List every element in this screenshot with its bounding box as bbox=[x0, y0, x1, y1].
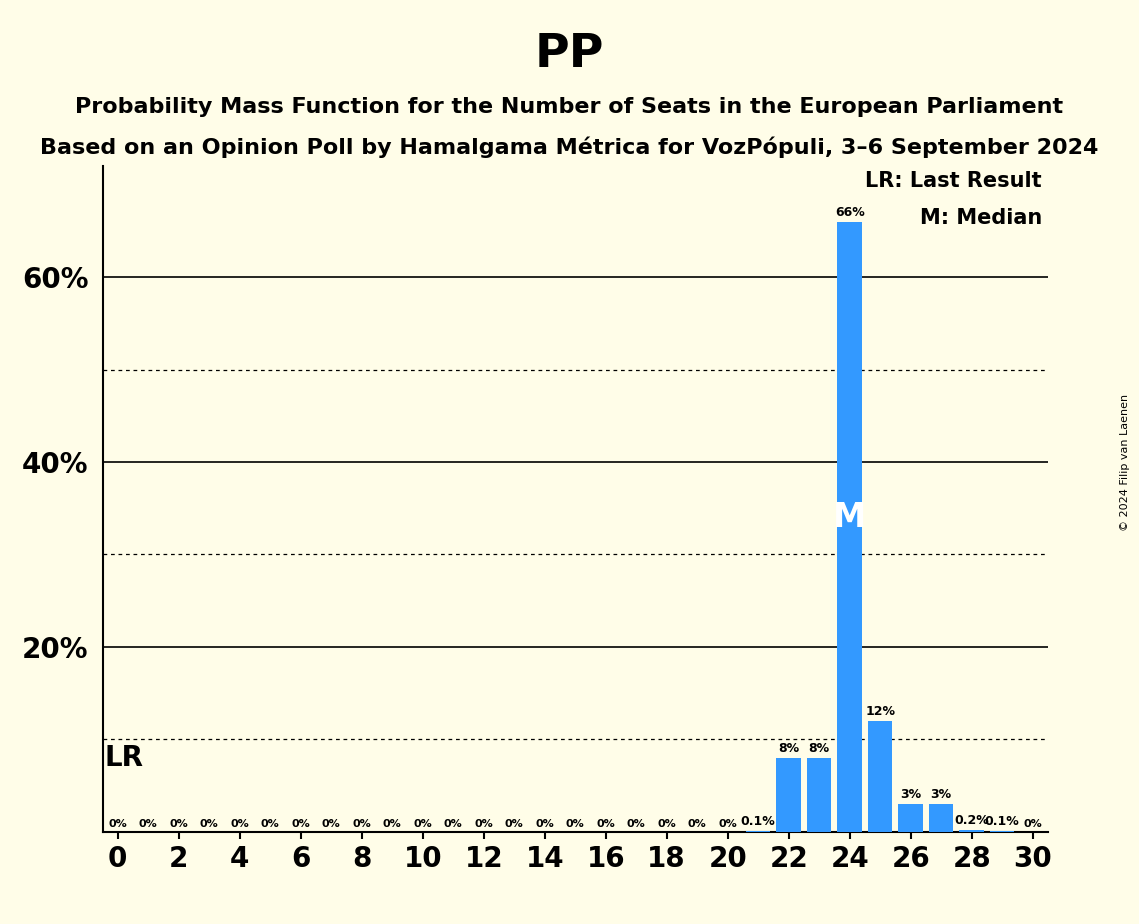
Text: 0.2%: 0.2% bbox=[954, 814, 989, 827]
Text: 0%: 0% bbox=[352, 819, 371, 829]
Bar bbox=[806, 758, 831, 832]
Text: 0%: 0% bbox=[108, 819, 128, 829]
Text: 3%: 3% bbox=[900, 788, 921, 801]
Text: 8%: 8% bbox=[778, 742, 800, 755]
Bar bbox=[837, 222, 862, 832]
Text: 0%: 0% bbox=[657, 819, 677, 829]
Text: Based on an Opinion Poll by Hamalgama Métrica for VozPópuli, 3–6 September 2024: Based on an Opinion Poll by Hamalgama Mé… bbox=[40, 137, 1099, 158]
Text: 12%: 12% bbox=[866, 705, 895, 718]
Bar bbox=[959, 830, 984, 832]
Bar bbox=[746, 831, 770, 832]
Text: 0%: 0% bbox=[474, 819, 493, 829]
Text: 0%: 0% bbox=[719, 819, 737, 829]
Text: 0%: 0% bbox=[535, 819, 554, 829]
Text: 0%: 0% bbox=[688, 819, 706, 829]
Bar bbox=[929, 804, 953, 832]
Text: 3%: 3% bbox=[931, 788, 952, 801]
Text: LR: Last Result: LR: Last Result bbox=[866, 171, 1042, 191]
Text: © 2024 Filip van Laenen: © 2024 Filip van Laenen bbox=[1121, 394, 1130, 530]
Text: 0%: 0% bbox=[261, 819, 279, 829]
Text: 0%: 0% bbox=[626, 819, 646, 829]
Bar bbox=[777, 758, 801, 832]
Text: M: M bbox=[833, 501, 867, 534]
Text: 8%: 8% bbox=[809, 742, 829, 755]
Bar bbox=[990, 831, 1015, 832]
Bar bbox=[868, 721, 892, 832]
Text: 0%: 0% bbox=[139, 819, 157, 829]
Text: 0%: 0% bbox=[230, 819, 249, 829]
Text: 0%: 0% bbox=[597, 819, 615, 829]
Text: 0.1%: 0.1% bbox=[985, 815, 1019, 828]
Text: 66%: 66% bbox=[835, 206, 865, 219]
Text: 0%: 0% bbox=[413, 819, 432, 829]
Text: 0%: 0% bbox=[292, 819, 310, 829]
Bar bbox=[899, 804, 923, 832]
Text: Probability Mass Function for the Number of Seats in the European Parliament: Probability Mass Function for the Number… bbox=[75, 97, 1064, 117]
Text: 0.1%: 0.1% bbox=[740, 815, 776, 828]
Text: PP: PP bbox=[534, 32, 605, 78]
Text: 0%: 0% bbox=[322, 819, 341, 829]
Text: 0%: 0% bbox=[444, 819, 462, 829]
Text: 0%: 0% bbox=[1023, 819, 1042, 829]
Text: 0%: 0% bbox=[505, 819, 524, 829]
Text: 0%: 0% bbox=[566, 819, 584, 829]
Text: M: Median: M: Median bbox=[919, 208, 1042, 228]
Text: 0%: 0% bbox=[383, 819, 402, 829]
Text: 0%: 0% bbox=[199, 819, 219, 829]
Text: 0%: 0% bbox=[170, 819, 188, 829]
Text: LR: LR bbox=[104, 744, 144, 772]
